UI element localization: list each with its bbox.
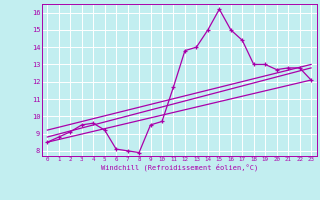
X-axis label: Windchill (Refroidissement éolien,°C): Windchill (Refroidissement éolien,°C) [100,164,258,171]
